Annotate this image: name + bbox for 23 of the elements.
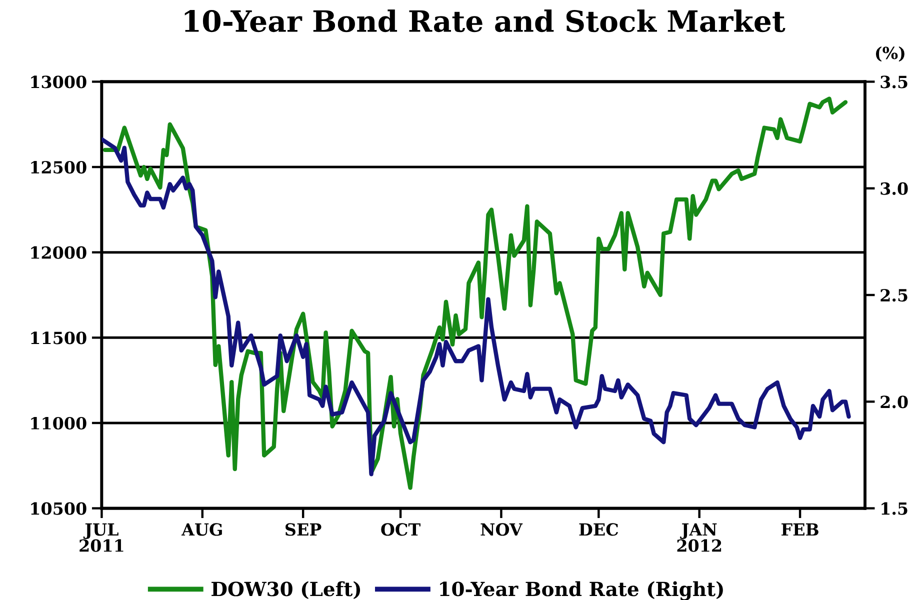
y2-tick-label: 1.5 — [882, 502, 908, 515]
x-tick-label: FEB — [782, 523, 818, 536]
y2-tick-label: 3.5 — [880, 76, 908, 88]
x-tick-label: OCT — [381, 523, 420, 536]
legend-label: 10-Year Bond Rate (Right) — [440, 581, 723, 600]
y2-tick-label: 2.5 — [880, 288, 908, 302]
y2-axis-title: (%) — [876, 46, 904, 62]
y-tick-label: 11000 — [31, 416, 86, 430]
x-tick-label: AUG — [181, 523, 222, 536]
y-tick-label: 10500 — [31, 502, 86, 515]
x-tick-label: NOV — [480, 523, 523, 536]
y-tick-label: 11500 — [31, 332, 86, 344]
x-tick-label: JUL 2011 — [80, 523, 124, 552]
y-tick-label: 13000 — [31, 76, 86, 88]
chart-title: 10-Year Bond Rate and Stock Market — [184, 10, 786, 32]
x-tick-label: DEC — [579, 523, 618, 536]
x-tick-label: JAN 2012 — [677, 523, 722, 552]
y-tick-label: 12000 — [31, 246, 86, 259]
y2-tick-label: 2.0 — [880, 396, 908, 408]
legend-label: DOW30 (Left) — [212, 581, 360, 600]
y2-tick-label: 3.0 — [880, 182, 908, 195]
x-tick-label: SEP — [286, 523, 322, 536]
y-tick-label: 12500 — [31, 160, 86, 174]
